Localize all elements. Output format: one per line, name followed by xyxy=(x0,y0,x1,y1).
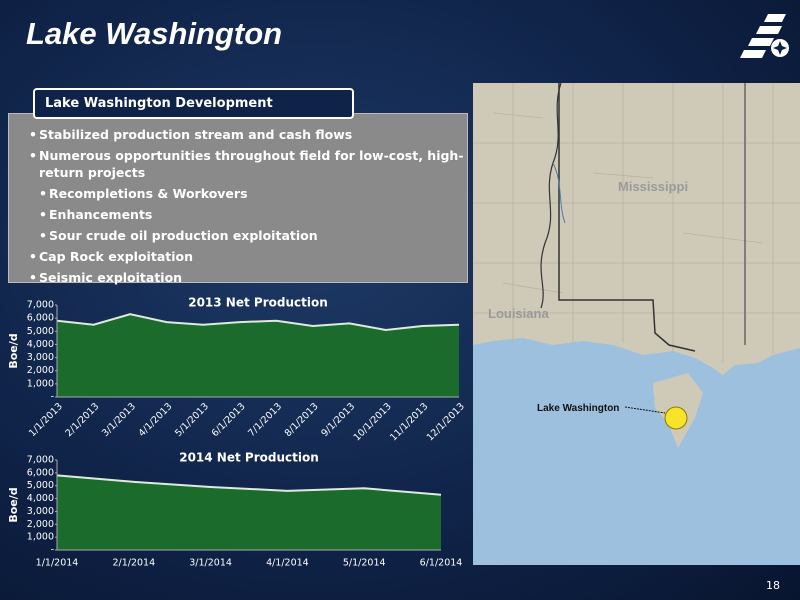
y-tick-label: 7,000 xyxy=(27,455,54,466)
site-pointer xyxy=(624,406,666,414)
x-tick-label: 2/1/2014 xyxy=(112,558,155,569)
x-tick-label: 7/1/2013 xyxy=(246,401,284,439)
y-axis-label: Boe/d xyxy=(7,333,20,368)
area-line xyxy=(56,313,460,331)
area-fill xyxy=(57,475,441,550)
y-tick-label: 7,000 xyxy=(27,300,54,311)
logo xyxy=(740,14,789,58)
x-tick-label: 2/1/2013 xyxy=(63,401,101,439)
y-tick-label: - xyxy=(51,392,54,403)
x-tick-label: 1/1/2013 xyxy=(27,401,65,439)
bullet: Sour crude oil production exploitation xyxy=(39,227,467,244)
site-marker xyxy=(664,406,688,430)
slide-title: Lake Washington xyxy=(26,16,283,51)
x-tick-label: 10/1/2013 xyxy=(352,401,394,443)
bullet: Enhancements xyxy=(39,206,467,223)
x-tick-label: 3/1/2013 xyxy=(100,401,138,439)
y-tick-label: 1,000 xyxy=(27,532,54,543)
area-line xyxy=(56,474,442,496)
bullet-list: Stabilized production stream and cash fl… xyxy=(9,114,467,286)
x-tick-label: 9/1/2013 xyxy=(319,401,357,439)
y-tick-label: - xyxy=(51,545,54,556)
y-axis-label: Boe/d xyxy=(7,487,20,522)
x-tick-label: 6/1/2014 xyxy=(420,558,463,569)
x-tick-label: 3/1/2014 xyxy=(189,558,232,569)
map-label: Mississippi xyxy=(618,179,688,194)
y-tick-label: 1,000 xyxy=(27,378,54,389)
x-tick-label: 4/1/2013 xyxy=(137,401,175,439)
bullet: Numerous opportunities throughout field … xyxy=(29,147,467,181)
map-label: Louisiana xyxy=(488,306,549,321)
y-tick-label: 3,000 xyxy=(27,506,54,517)
y-tick-label: 5,000 xyxy=(27,326,54,337)
map: Mississippi Louisiana Lake Washington xyxy=(473,83,800,565)
y-tick-label: 2,000 xyxy=(27,519,54,530)
bullet: Stabilized production stream and cash fl… xyxy=(29,126,467,143)
area-fill xyxy=(57,314,459,397)
x-tick-label: 1/1/2014 xyxy=(36,558,79,569)
x-tick-label: 5/1/2014 xyxy=(343,558,386,569)
x-tick-label: 11/1/2013 xyxy=(388,401,430,443)
y-tick-label: 4,000 xyxy=(27,339,54,350)
x-tick-label: 8/1/2013 xyxy=(283,401,321,439)
x-tick-label: 5/1/2013 xyxy=(173,401,211,439)
bullet: Recompletions & Workovers xyxy=(39,185,467,202)
y-tick-label: 2,000 xyxy=(27,365,54,376)
x-tick-label: 12/1/2013 xyxy=(425,401,467,443)
panel-heading: Lake Washington Development xyxy=(33,88,354,119)
y-tick-label: 6,000 xyxy=(27,313,54,324)
x-tick-label: 4/1/2014 xyxy=(266,558,309,569)
y-tick-label: 3,000 xyxy=(27,352,54,363)
bullet: Cap Rock exploitation xyxy=(29,248,467,265)
y-tick-label: 5,000 xyxy=(27,480,54,491)
y-tick-label: 4,000 xyxy=(27,493,54,504)
site-label: Lake Washington xyxy=(537,403,619,414)
chart-title: 2013 Net Production xyxy=(188,296,328,310)
bullet: Seismic exploitation xyxy=(29,269,467,286)
text-panel: Stabilized production stream and cash fl… xyxy=(8,113,468,286)
y-tick-label: 6,000 xyxy=(27,467,54,478)
page-number: 18 xyxy=(766,579,780,592)
x-tick-label: 6/1/2013 xyxy=(210,401,248,439)
chart-title: 2014 Net Production xyxy=(179,451,319,465)
